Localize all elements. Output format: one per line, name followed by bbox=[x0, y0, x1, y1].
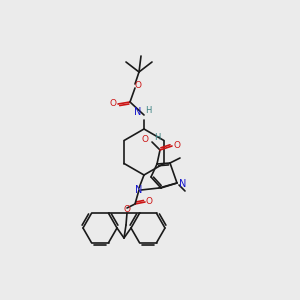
Text: N: N bbox=[134, 107, 141, 117]
Text: H: H bbox=[145, 106, 152, 115]
Text: O: O bbox=[134, 82, 142, 91]
Text: H: H bbox=[154, 134, 160, 142]
Text: N: N bbox=[179, 179, 186, 189]
Text: N: N bbox=[135, 185, 143, 195]
Text: O: O bbox=[124, 206, 130, 214]
Text: O: O bbox=[146, 196, 152, 206]
Text: O: O bbox=[110, 100, 116, 109]
Text: O: O bbox=[142, 136, 149, 145]
Text: O: O bbox=[173, 140, 181, 149]
